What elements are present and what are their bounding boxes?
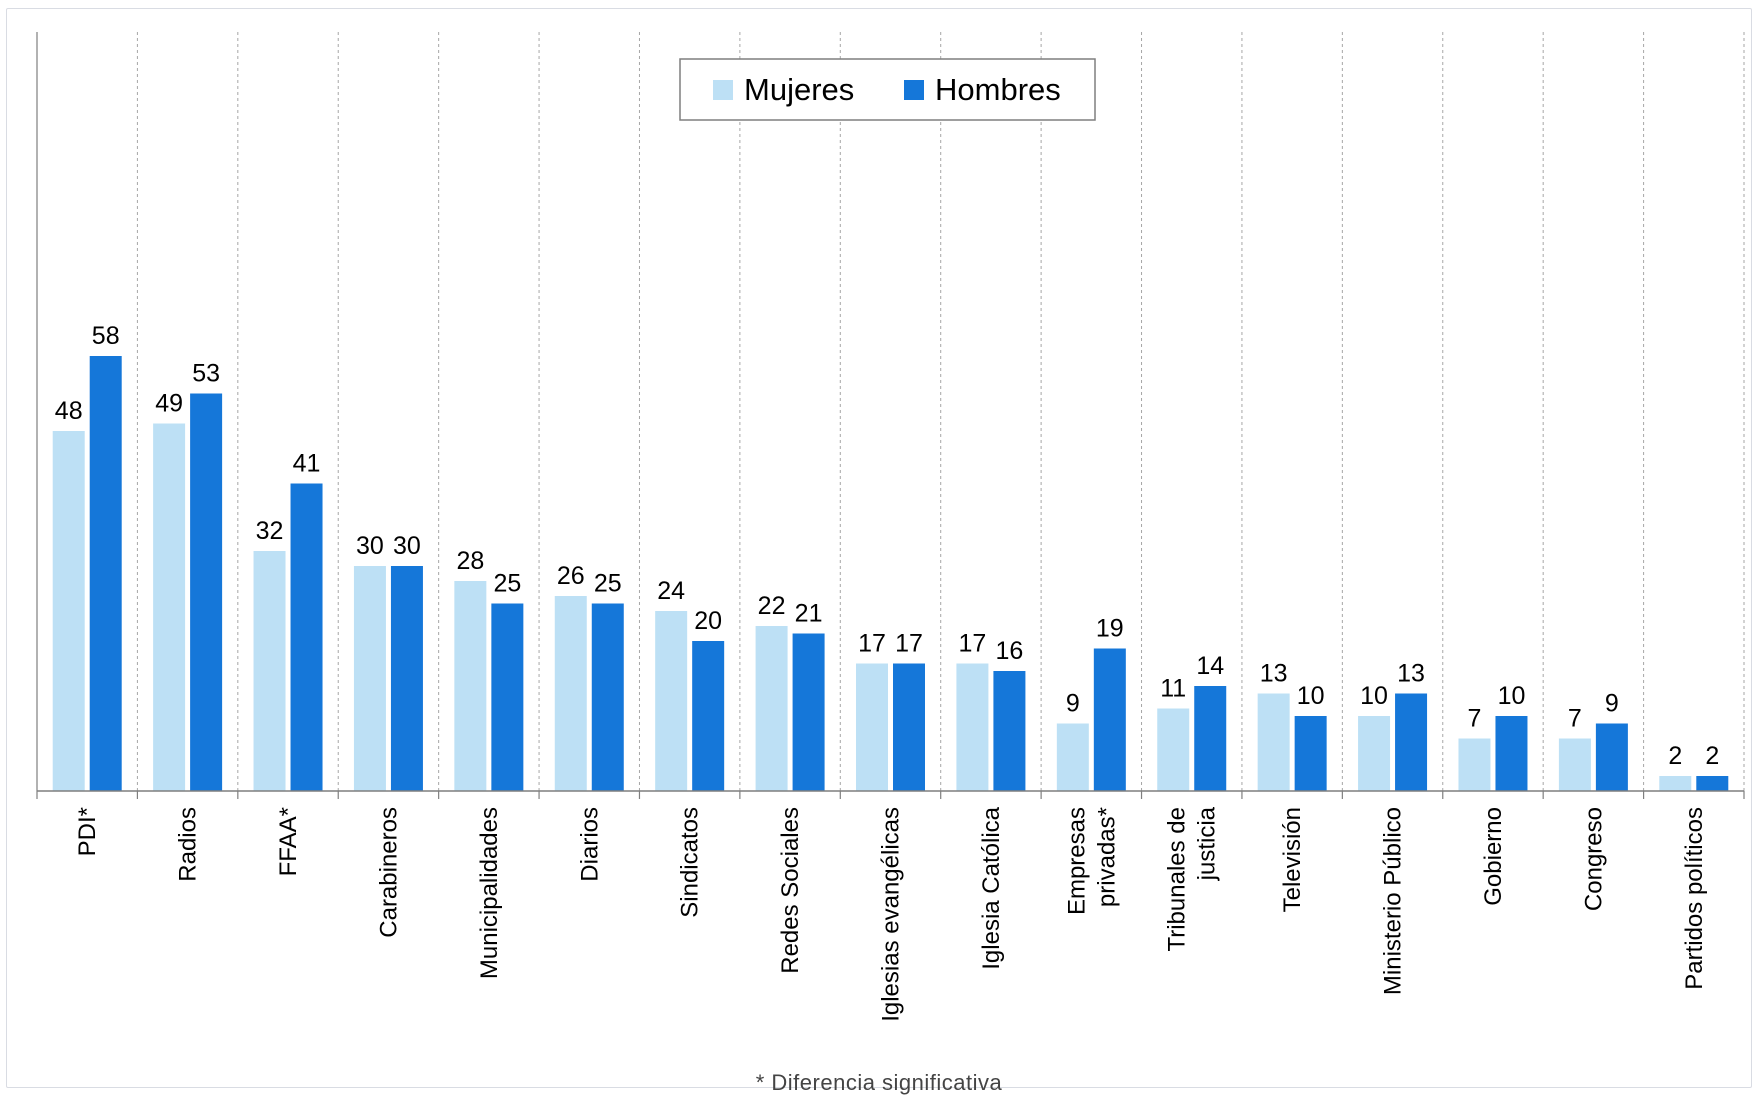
bar-mujeres-iglesia-catolica (956, 663, 989, 791)
bar-hombres-partidos-politicos (1696, 776, 1729, 791)
value-label-mujeres-sindicatos: 24 (657, 577, 685, 605)
value-label-mujeres-radios: 49 (155, 390, 183, 418)
legend-swatch-hombres (904, 80, 924, 100)
bar-mujeres-diarios (554, 596, 587, 791)
value-label-mujeres-pdi: 48 (55, 397, 83, 425)
category-label-ministerio-publico: Ministerio Público (1380, 807, 1407, 995)
value-label-mujeres-gobierno: 7 (1468, 705, 1482, 733)
category-label-radios: Radios (175, 807, 202, 882)
x-axis (36, 32, 1745, 799)
bar-hombres-tribunales-de-justicia (1194, 686, 1227, 791)
bar-mujeres-tribunales-de-justicia (1157, 708, 1190, 791)
bar-mujeres-ministerio-publico (1358, 716, 1391, 791)
bar-mujeres-partidos-politicos (1659, 776, 1692, 791)
value-label-hombres-sindicatos: 20 (694, 607, 722, 635)
bar-hombres-television (1294, 716, 1327, 791)
value-label-mujeres-empresas-privadas: 9 (1066, 690, 1080, 718)
value-label-hombres-tribunales-de-justicia: 14 (1196, 652, 1224, 680)
bar-mujeres-sindicatos (655, 611, 688, 791)
category-label-iglesia-catolica: Iglesia Católica (978, 806, 1005, 969)
bar-mujeres-gobierno (1458, 738, 1491, 791)
value-label-mujeres-ffaa: 32 (256, 517, 284, 545)
value-label-mujeres-redes-sociales: 22 (758, 592, 786, 620)
bar-mujeres-municipalidades (454, 581, 487, 791)
bar-hombres-congreso (1595, 723, 1628, 791)
bar-hombres-radios (190, 393, 223, 791)
value-label-hombres-empresas-privadas: 19 (1096, 615, 1124, 643)
value-label-hombres-iglesia-catolica: 16 (996, 637, 1024, 665)
value-label-hombres-partidos-politicos: 2 (1705, 742, 1719, 770)
category-label-television: Televisión (1279, 807, 1306, 912)
bar-hombres-ministerio-publico (1395, 693, 1428, 791)
category-label-carabineros: Carabineros (375, 807, 402, 938)
value-label-hombres-redes-sociales: 21 (795, 600, 823, 628)
bar-mujeres-pdi (52, 431, 85, 791)
bar-hombres-redes-sociales (792, 633, 825, 791)
bar-hombres-gobierno (1495, 716, 1528, 791)
value-label-mujeres-partidos-politicos: 2 (1668, 742, 1682, 770)
bar-hombres-sindicatos (692, 641, 725, 791)
value-label-mujeres-iglesia-catolica: 17 (959, 630, 987, 658)
value-label-mujeres-diarios: 26 (557, 562, 585, 590)
bar-mujeres-carabineros (353, 566, 386, 791)
bar-hombres-ffaa (290, 483, 323, 791)
category-label-gobierno: Gobierno (1480, 807, 1507, 906)
value-label-mujeres-carabineros: 30 (356, 532, 384, 560)
bar-hombres-pdi (89, 356, 122, 791)
value-label-hombres-carabineros: 30 (393, 532, 421, 560)
value-label-mujeres-ministerio-publico: 10 (1360, 682, 1388, 710)
category-label-pdi: PDI* (74, 807, 101, 856)
value-label-mujeres-municipalidades: 28 (456, 547, 484, 575)
value-label-hombres-radios: 53 (192, 360, 220, 388)
bar-hombres-diarios (591, 603, 624, 791)
value-label-mujeres-tribunales-de-justicia: 11 (1160, 675, 1186, 703)
category-label-diarios: Diarios (576, 807, 603, 882)
bar-hombres-carabineros (390, 566, 423, 791)
bar-mujeres-empresas-privadas (1056, 723, 1089, 791)
legend-label-hombres: Hombres (935, 72, 1061, 107)
value-label-hombres-ministerio-publico: 13 (1397, 660, 1425, 688)
category-label-empresas-privadas: Empresas privadas* (1063, 807, 1120, 915)
legend-swatch-mujeres (713, 80, 733, 100)
footnote: * Diferencia significativa (755, 1070, 1003, 1095)
category-separators (136, 32, 1745, 791)
bar-mujeres-iglesias-evangelicas (856, 663, 888, 791)
value-label-hombres-iglesias-evangelicas: 17 (895, 630, 923, 658)
category-label-municipalidades: Municipalidades (476, 807, 503, 979)
bar-mujeres-radios (153, 423, 186, 791)
bar-hombres-iglesia-catolica (993, 671, 1026, 791)
bar-mujeres-ffaa (253, 551, 286, 791)
bar-hombres-municipalidades (491, 603, 524, 791)
value-label-mujeres-television: 13 (1260, 660, 1288, 688)
value-label-hombres-municipalidades: 25 (493, 570, 521, 598)
bar-mujeres-redes-sociales (755, 626, 788, 791)
value-label-hombres-gobierno: 10 (1498, 682, 1526, 710)
value-label-hombres-pdi: 58 (92, 322, 120, 350)
value-label-mujeres-iglesias-evangelicas: 17 (858, 630, 886, 658)
category-label-congreso: Congreso (1580, 807, 1607, 911)
category-label-ffaa: FFAA* (275, 807, 302, 876)
bar-mujeres-television (1257, 693, 1290, 791)
bars-group (52, 356, 1729, 791)
value-label-hombres-congreso: 9 (1605, 690, 1619, 718)
category-label-tribunales-de-justicia: Tribunales de justicia (1164, 806, 1221, 951)
legend: Mujeres Hombres (679, 58, 1096, 121)
bar-hombres-iglesias-evangelicas (893, 663, 925, 791)
value-label-hombres-diarios: 25 (594, 570, 622, 598)
legend-box (679, 58, 1096, 121)
legend-label-mujeres: Mujeres (744, 72, 854, 107)
category-label-partidos-politicos: Partidos políticos (1681, 807, 1708, 990)
category-label-sindicatos: Sindicatos (677, 807, 704, 918)
category-label-iglesias-evangelicas: Iglesias evangélicas (878, 807, 905, 1022)
value-label-hombres-ffaa: 41 (293, 450, 321, 478)
value-label-hombres-television: 10 (1297, 682, 1325, 710)
category-labels-group: PDI* Radios FFAA* Carabineros Municipalidade… (74, 806, 1708, 1021)
bar-hombres-empresas-privadas (1093, 648, 1126, 791)
chart-frame (6, 8, 1752, 1088)
value-label-mujeres-congreso: 7 (1568, 705, 1582, 733)
category-label-redes-sociales: Redes Sociales (777, 807, 804, 974)
bar-mujeres-congreso (1558, 738, 1591, 791)
